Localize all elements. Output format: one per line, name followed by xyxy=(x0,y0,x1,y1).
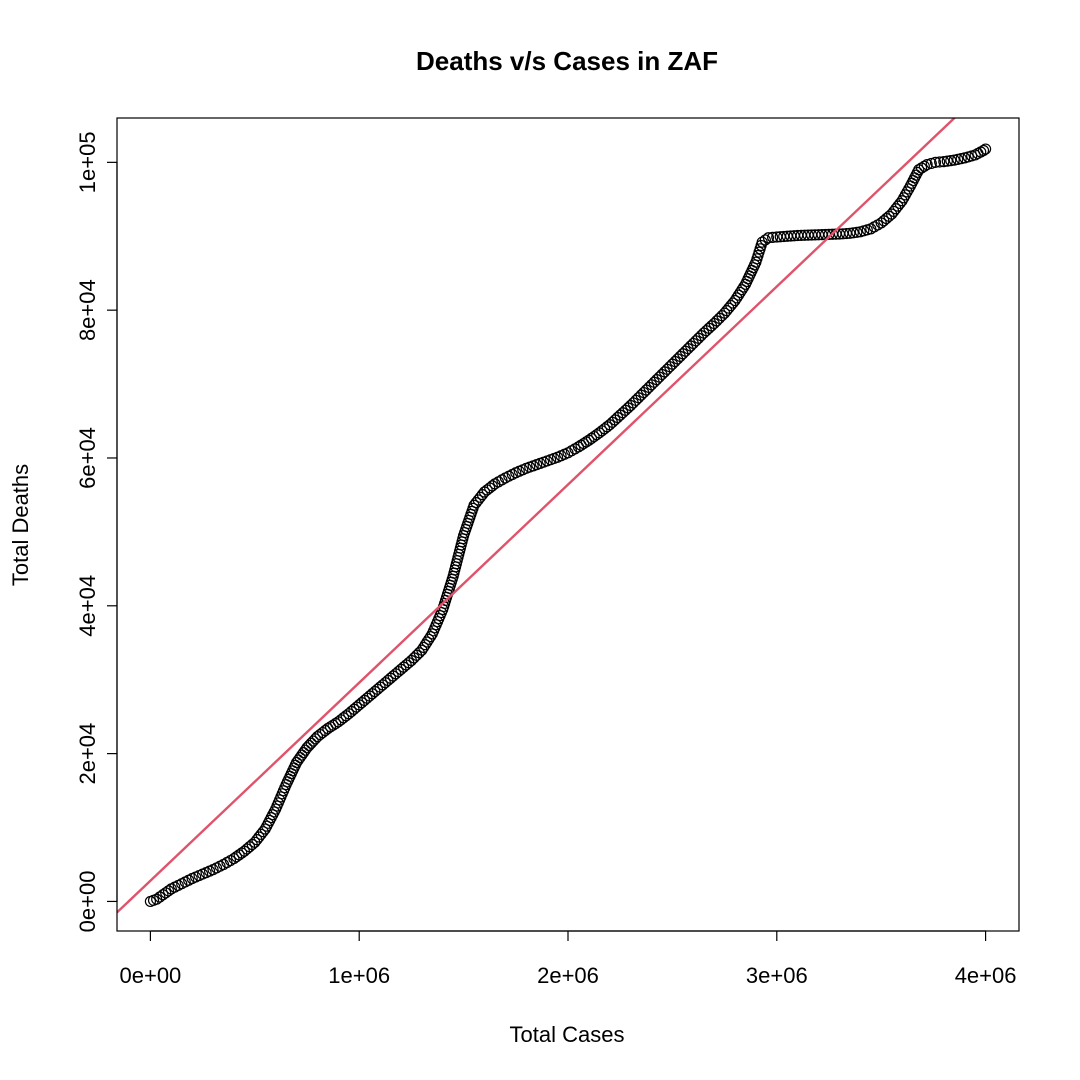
y-axis-label: Total Deaths xyxy=(8,464,33,586)
data-point xyxy=(938,156,950,168)
y-tick-label: 0e+00 xyxy=(75,871,100,933)
data-point xyxy=(736,284,748,296)
data-point xyxy=(921,158,933,171)
y-axis: 0e+00 2e+04 4e+04 6e+04 8e+04 1e+05 xyxy=(75,131,118,933)
y-tick-label: 4e+04 xyxy=(75,575,100,637)
data-point xyxy=(979,143,992,155)
data-point xyxy=(423,633,435,645)
x-tick-label: 1e+06 xyxy=(328,963,390,988)
data-point xyxy=(157,889,169,901)
data-point xyxy=(731,292,743,304)
data-point xyxy=(162,885,175,897)
data-point xyxy=(913,164,925,176)
data-point xyxy=(417,641,430,654)
x-axis-label: Total Cases xyxy=(510,1022,625,1047)
data-point xyxy=(729,294,741,307)
chart-title: Deaths v/s Cases in ZAF xyxy=(416,46,718,76)
x-tick-label: 3e+06 xyxy=(746,963,808,988)
data-point xyxy=(160,887,172,899)
data-point xyxy=(941,155,953,167)
data-point xyxy=(847,227,859,239)
data-point xyxy=(424,630,437,643)
data-point xyxy=(767,231,779,243)
x-tick-label: 4e+06 xyxy=(955,963,1017,988)
data-point xyxy=(257,826,269,838)
data-point xyxy=(915,162,928,174)
y-tick-label: 1e+05 xyxy=(75,131,100,193)
data-point xyxy=(918,160,930,172)
y-tick-label: 6e+04 xyxy=(75,427,100,489)
data-point xyxy=(934,156,946,168)
data-point xyxy=(154,891,166,903)
regression-line-layer xyxy=(117,118,957,914)
x-tick-label: 0e+00 xyxy=(120,963,182,988)
data-point xyxy=(421,636,433,648)
y-tick-label: 2e+04 xyxy=(75,723,100,785)
data-point xyxy=(759,234,771,246)
data-point xyxy=(734,286,746,299)
data-point xyxy=(929,156,942,168)
data-points xyxy=(144,143,992,908)
data-point xyxy=(419,639,431,651)
data-point xyxy=(762,232,775,244)
y-tick-label: 8e+04 xyxy=(75,279,100,341)
data-point xyxy=(486,480,498,492)
data-point xyxy=(844,227,856,239)
x-tick-label: 2e+06 xyxy=(537,963,599,988)
plot-frame xyxy=(116,117,1020,932)
regression-line xyxy=(117,118,957,914)
data-point xyxy=(416,644,428,656)
data-point xyxy=(732,289,745,301)
x-axis: 0e+00 1e+06 2e+06 3e+06 4e+06 xyxy=(120,930,1017,988)
data-point xyxy=(894,197,906,210)
data-point xyxy=(945,155,957,167)
data-point xyxy=(977,144,990,157)
data-point xyxy=(851,226,863,238)
data-point xyxy=(925,157,937,170)
